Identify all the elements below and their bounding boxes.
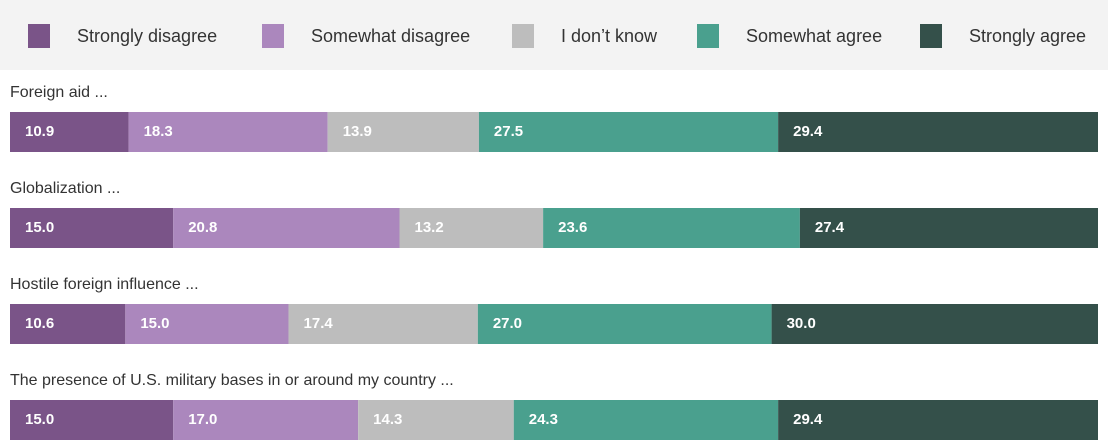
bar-segment [771, 304, 1098, 344]
value-label: 17.0 [188, 411, 217, 428]
value-label: 14.3 [373, 411, 402, 428]
value-label: 30.0 [787, 315, 816, 332]
value-label: 24.3 [529, 411, 558, 428]
bar-segment [543, 208, 800, 248]
bar-segment [477, 304, 772, 344]
legend-label: Strongly agree [969, 26, 1086, 46]
value-label: 27.0 [493, 315, 522, 332]
bar-segment [799, 208, 1098, 248]
bar-segment [513, 400, 779, 440]
value-label: 29.4 [793, 411, 823, 428]
value-label: 13.2 [415, 219, 444, 236]
bar-segment [358, 400, 514, 440]
value-label: 10.6 [25, 315, 54, 332]
value-label: 15.0 [25, 219, 54, 236]
bar-segment [10, 304, 126, 344]
bar-segment [10, 400, 174, 440]
value-label: 18.3 [144, 123, 173, 140]
category-label: Hostile foreign influence ... [10, 276, 199, 293]
bar-segment [778, 112, 1098, 152]
category-label: The presence of U.S. military bases in o… [10, 372, 454, 389]
value-label: 27.5 [494, 123, 523, 140]
bar-segment [399, 208, 544, 248]
legend-label: Strongly disagree [77, 26, 217, 46]
bar-segment [288, 304, 478, 344]
legend-label: Somewhat disagree [311, 26, 470, 46]
legend-swatch [512, 24, 534, 48]
category-label: Globalization ... [10, 180, 120, 197]
value-label: 15.0 [25, 411, 54, 428]
legend-swatch [28, 24, 50, 48]
bar-segment [125, 304, 289, 344]
value-label: 13.9 [343, 123, 372, 140]
bar-segment [173, 400, 359, 440]
legend-swatch [697, 24, 719, 48]
category-label: Foreign aid ... [10, 84, 108, 101]
legend-swatch [920, 24, 942, 48]
value-label: 10.9 [25, 123, 54, 140]
value-label: 20.8 [188, 219, 217, 236]
bar-segment [778, 400, 1098, 440]
legend-swatch [262, 24, 284, 48]
value-label: 17.4 [304, 315, 334, 332]
bar-segment [478, 112, 779, 152]
bar-segment [10, 208, 174, 248]
value-label: 27.4 [815, 219, 845, 236]
value-label: 15.0 [140, 315, 169, 332]
legend-label: I don’t know [561, 26, 658, 46]
bar-segment [173, 208, 400, 248]
legend-label: Somewhat agree [746, 26, 882, 46]
value-label: 29.4 [793, 123, 823, 140]
bar-segment [10, 112, 129, 152]
bar-segment [327, 112, 479, 152]
bar-segment [128, 112, 328, 152]
value-label: 23.6 [558, 219, 587, 236]
